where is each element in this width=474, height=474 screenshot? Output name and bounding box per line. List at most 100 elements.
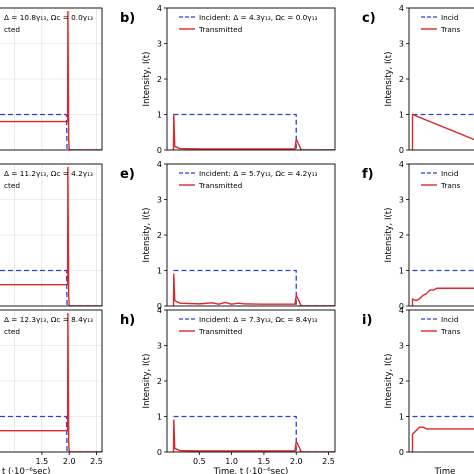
panel-c: 0 1 2 3 4 Intensity, I(t) c) Incid Trans bbox=[362, 4, 474, 155]
series-transmitted-line bbox=[172, 113, 335, 150]
series-transmitted-line bbox=[411, 113, 474, 150]
legend-incident-text: Incident: Δ = 7.3γ₁₃, Ωc = 8.4γ₁₃ bbox=[199, 315, 318, 324]
y-axis-label: Intensity, I(t) bbox=[142, 208, 152, 263]
legend-transmitted-text: Transmitted bbox=[198, 25, 242, 34]
series-group bbox=[411, 269, 474, 306]
legend-incident-text: Δ = 10.8γ₁₃, Ωc = 0.0γ₁₃ bbox=[4, 13, 93, 22]
y-tick-label: 1 bbox=[399, 267, 404, 276]
legend-incident-text: Incid bbox=[441, 315, 458, 324]
y-axis-label: Intensity, I(t) bbox=[142, 354, 152, 409]
panel-label: b) bbox=[120, 11, 135, 26]
legend-incident-text: Δ = 11.2γ₁₃, Ωc = 4.2γ₁₃ bbox=[4, 169, 93, 178]
series-group bbox=[172, 415, 335, 452]
series-incident-line bbox=[0, 269, 102, 306]
y-tick-label: 0 bbox=[157, 302, 162, 311]
y-tick-label: 0 bbox=[157, 448, 162, 457]
panel-e: 0 1 2 3 4 Intensity, I(t) e) Incident: Δ = 5.7γ… bbox=[120, 160, 336, 311]
panel-b: 0 1 2 3 4 Intensity, I(t) b) Incident: Δ = 4.3γ… bbox=[120, 4, 336, 155]
panel-label: f) bbox=[362, 167, 374, 182]
series-transmitted-line bbox=[0, 10, 102, 150]
series-transmitted-line bbox=[172, 419, 335, 452]
series-group bbox=[0, 312, 102, 452]
axes-frame bbox=[0, 163, 103, 307]
panel-h: 0 1 2 3 4 0.5 1.0 1.5 2.0 2.5 Intensity, I(t) Time,… bbox=[120, 306, 336, 474]
legend: Incident: Δ = 7.3γ₁₃, Ωc = 8.4γ₁₃ Transmi… bbox=[179, 315, 318, 336]
y-tick-label: 4 bbox=[157, 306, 162, 315]
x-tick-label: 2.5 bbox=[90, 457, 103, 466]
y-tick-label: 3 bbox=[399, 40, 404, 49]
y-tick-label: 3 bbox=[157, 40, 162, 49]
y-tick-label: 3 bbox=[399, 342, 404, 351]
y-tick-label: 0 bbox=[399, 448, 404, 457]
y-tick-label: 0 bbox=[157, 146, 162, 155]
panel-label: i) bbox=[362, 313, 372, 328]
x-tick-label: 2.0 bbox=[290, 457, 303, 466]
y-tick-label: 1 bbox=[157, 413, 162, 422]
legend: Incid Trans bbox=[421, 13, 460, 34]
legend-incident-text: Incid bbox=[441, 13, 458, 22]
y-tick-label: 3 bbox=[399, 196, 404, 205]
y-tick-label: 4 bbox=[399, 4, 404, 13]
legend-transmitted-text: Trans bbox=[440, 181, 460, 190]
x-tick-label: 0.5 bbox=[193, 457, 206, 466]
y-tick-label: 4 bbox=[157, 160, 162, 169]
panel-label: c) bbox=[362, 11, 376, 26]
legend-incident-text: Δ = 12.3γ₁₃, Ωc = 8.4γ₁₃ bbox=[4, 315, 93, 324]
legend-incident-text: Incid bbox=[441, 169, 458, 178]
series-transmitted-line bbox=[0, 312, 102, 452]
series-group bbox=[172, 269, 335, 306]
series-group bbox=[172, 113, 335, 150]
y-tick-label: 2 bbox=[157, 377, 162, 386]
legend: Incident: Δ = 5.7γ₁₃, Ωc = 4.2γ₁₃ Transmi… bbox=[179, 169, 318, 190]
x-axis-label: Time bbox=[434, 467, 456, 474]
y-tick-label: 2 bbox=[399, 231, 404, 240]
grid-lines bbox=[0, 8, 102, 150]
series-group bbox=[0, 166, 102, 306]
series-transmitted-line bbox=[0, 166, 102, 306]
y-tick-label: 2 bbox=[399, 377, 404, 386]
legend: Incident: Δ = 4.3γ₁₃, Ωc = 0.0γ₁₃ Transmi… bbox=[179, 13, 318, 34]
x-tick-label: 1.5 bbox=[258, 457, 271, 466]
panel-d: Δ = 11.2γ₁₃, Ωc = 4.2γ₁₃ cted bbox=[0, 163, 103, 307]
grid-lines bbox=[0, 310, 102, 452]
series-group bbox=[0, 10, 102, 150]
x-tick-label: 1.5 bbox=[36, 457, 49, 466]
series-incident-line bbox=[0, 415, 102, 452]
panel-f: 0 1 2 3 4 Intensity, I(t) f) Incid Trans bbox=[362, 160, 474, 311]
legend: Δ = 12.3γ₁₃, Ωc = 8.4γ₁₃ cted bbox=[4, 315, 93, 336]
y-axis-label: Intensity, I(t) bbox=[142, 52, 152, 107]
y-tick-label: 0 bbox=[399, 146, 404, 155]
legend-transmitted-text: cted bbox=[4, 181, 20, 190]
y-tick-label: 4 bbox=[157, 4, 162, 13]
y-axis-label: Intensity, I(t) bbox=[384, 52, 394, 107]
y-tick-label: 4 bbox=[399, 160, 404, 169]
y-tick-label: 1 bbox=[157, 267, 162, 276]
legend: Δ = 10.8γ₁₃, Ωc = 0.0γ₁₃ cted bbox=[4, 13, 93, 34]
x-tick-label: 2.5 bbox=[322, 457, 335, 466]
legend: Δ = 11.2γ₁₃, Ωc = 4.2γ₁₃ cted bbox=[4, 169, 93, 190]
legend-transmitted-text: Trans bbox=[440, 327, 460, 336]
legend-incident-text: Incident: Δ = 5.7γ₁₃, Ωc = 4.2γ₁₃ bbox=[199, 169, 318, 178]
axes-frame bbox=[0, 309, 103, 453]
y-tick-label: 4 bbox=[399, 306, 404, 315]
y-tick-label: 1 bbox=[399, 111, 404, 120]
y-tick-label: 3 bbox=[157, 342, 162, 351]
axes-frame bbox=[0, 7, 103, 151]
series-incident-line bbox=[173, 415, 335, 452]
series-group bbox=[411, 415, 474, 452]
legend-transmitted-text: Transmitted bbox=[198, 327, 242, 336]
series-incident-line bbox=[0, 113, 102, 150]
x-tick-label: 2.0 bbox=[63, 457, 76, 466]
y-tick-label: 2 bbox=[157, 231, 162, 240]
series-group bbox=[411, 113, 474, 150]
legend: Incid Trans bbox=[421, 169, 460, 190]
series-transmitted-line bbox=[411, 287, 474, 306]
panel-label: h) bbox=[120, 313, 135, 328]
legend-transmitted-text: cted bbox=[4, 25, 20, 34]
y-tick-label: 2 bbox=[157, 75, 162, 84]
series-transmitted-line bbox=[411, 426, 474, 452]
series-incident-line bbox=[173, 113, 335, 150]
legend-transmitted-text: Trans bbox=[440, 25, 460, 34]
y-tick-label: 1 bbox=[399, 413, 404, 422]
